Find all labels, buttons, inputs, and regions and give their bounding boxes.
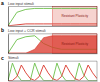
plot-area <box>8 36 97 53</box>
plot-frame <box>8 34 97 53</box>
axis-line <box>8 34 9 53</box>
panel-letter: a <box>1 0 4 6</box>
panel: a Low input stimuli Resistant Plasticity <box>1 0 98 26</box>
figure: a Low input stimuli Resistant Plasticity bL… <box>0 0 100 82</box>
plot-frame <box>8 7 97 26</box>
y-axis <box>8 34 9 53</box>
y-axis <box>8 7 9 26</box>
x-axis <box>9 81 98 82</box>
panel-subtitle: Stimuli <box>8 56 19 60</box>
plot-frame <box>8 61 97 80</box>
series-line <box>8 63 97 80</box>
panel: b Low input + CCR stimuli Resistant Plasti… <box>1 27 98 53</box>
series-line <box>8 8 97 25</box>
axis-line <box>9 53 98 54</box>
plot-area <box>8 8 97 25</box>
annotation: Resistant Plasticity <box>61 14 88 18</box>
axis-line <box>9 81 98 82</box>
panel-subtitle: Low input + CCR stimuli <box>8 29 46 33</box>
panel-letter: b <box>1 27 4 33</box>
annotation: Resistant Plasticity <box>61 42 88 46</box>
annotation-box <box>53 7 98 26</box>
series-line <box>8 36 97 53</box>
y-axis <box>8 62 9 81</box>
panel: c Stimuli <box>1 55 98 81</box>
x-axis <box>9 26 98 27</box>
series-line <box>8 65 97 80</box>
axis-line <box>8 7 9 26</box>
series-line <box>8 24 97 26</box>
axis-line <box>9 26 98 27</box>
x-axis <box>9 53 98 54</box>
series-area <box>8 36 97 53</box>
panel-subtitle: Low input stimuli <box>8 2 34 6</box>
plot-area <box>8 63 97 80</box>
axis-line <box>8 62 9 81</box>
panel-letter: c <box>1 55 4 61</box>
